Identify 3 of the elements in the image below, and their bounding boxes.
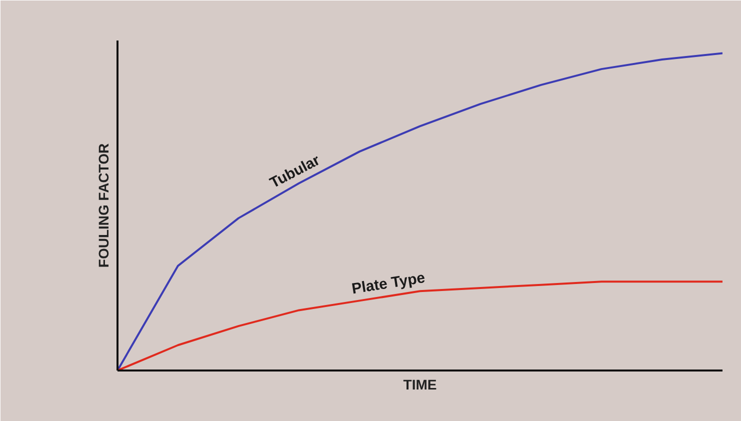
text: Plate Type	[350, 269, 426, 298]
x-axis-title: TIME	[403, 376, 437, 392]
y-axis-title: FOULING FACTOR	[96, 143, 112, 268]
